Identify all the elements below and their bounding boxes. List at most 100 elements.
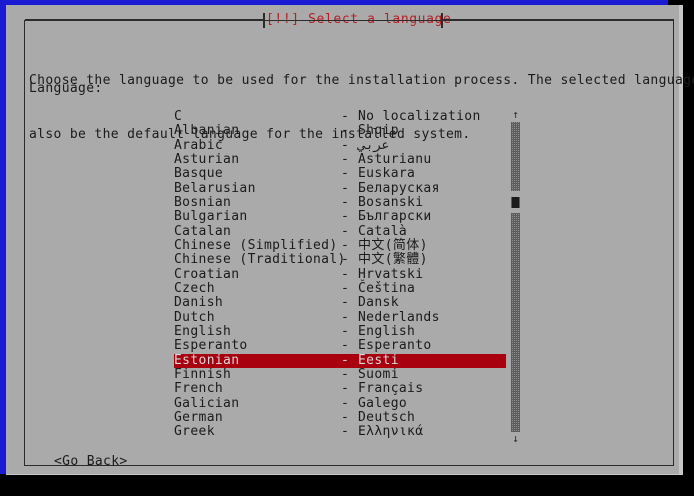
language-name: Chinese (Simplified) <box>174 237 338 253</box>
language-separator: - <box>341 266 350 282</box>
language-list-item[interactable]: Estonian - Eesti <box>174 352 506 368</box>
language-name: Belarusian <box>174 180 256 196</box>
language-name: Dutch <box>174 309 215 325</box>
language-separator: - <box>341 194 350 210</box>
language-list-item[interactable]: Esperanto - Esperanto <box>174 338 506 354</box>
language-list-item[interactable]: Bulgarian - Български <box>174 209 506 225</box>
language-name: Basque <box>174 166 224 182</box>
language-name: German <box>174 409 224 425</box>
language-native-name: عربي <box>358 137 390 153</box>
language-native-name: Shqip <box>358 123 399 139</box>
language-native-name: Eesti <box>358 352 399 368</box>
language-native-name: Suomi <box>358 366 399 382</box>
scroll-down-arrow-icon[interactable]: ↓ <box>512 432 519 445</box>
language-separator: - <box>341 309 350 325</box>
language-separator: - <box>341 409 350 425</box>
language-name: Danish <box>174 295 224 311</box>
language-separator: - <box>341 381 350 397</box>
language-separator: - <box>341 223 350 239</box>
language-list-item[interactable]: Arabic - عربي <box>174 137 506 153</box>
language-native-name: Euskara <box>358 166 416 182</box>
language-separator: - <box>341 323 350 339</box>
language-separator: - <box>341 180 350 196</box>
language-list-item[interactable]: Belarusian - Беларуская <box>174 180 506 196</box>
language-native-name: Français <box>358 381 424 397</box>
scrollbar-thumb[interactable] <box>512 197 519 208</box>
language-separator: - <box>341 123 350 139</box>
language-native-name: Esperanto <box>358 338 432 354</box>
language-name: Asturian <box>174 151 240 167</box>
language-list-item[interactable]: Czech - Čeština <box>174 280 506 296</box>
language-separator: - <box>341 237 350 253</box>
dialog-bevel-right <box>679 5 683 475</box>
language-name: Albanian <box>174 123 240 139</box>
description-line-2: also be the default language for the ins… <box>29 127 471 142</box>
language-list-item[interactable]: C - No localization <box>174 109 506 124</box>
language-separator: - <box>341 366 350 382</box>
language-list-item[interactable]: Greek - Ελληνικά <box>174 424 506 440</box>
language-list-item[interactable]: Galician - Galego <box>174 395 506 411</box>
language-name: Bosnian <box>174 194 232 210</box>
language-native-name: Hrvatski <box>358 266 424 282</box>
language-native-name: 中文(简体) <box>358 237 428 253</box>
language-list-item[interactable]: Chinese (Simplified) - 中文(简体) <box>174 237 506 253</box>
dialog-description: Choose the language to be used for the i… <box>29 36 694 180</box>
go-back-button[interactable]: <Go Back> <box>54 454 128 469</box>
language-separator: - <box>341 151 350 167</box>
language-separator: - <box>341 166 350 182</box>
title-tick-left <box>263 13 265 28</box>
language-name: Chinese (Traditional) <box>174 252 346 268</box>
language-list-item[interactable]: French - Français <box>174 381 506 397</box>
select-language-dialog: [!!] Select a language Choose the langua… <box>6 5 694 474</box>
language-native-name: English <box>358 323 416 339</box>
language-name: Arabic <box>174 137 224 153</box>
language-native-name: Čeština <box>358 280 416 296</box>
language-list-item[interactable]: English - English <box>174 323 506 339</box>
language-native-name: Ελληνικά <box>358 424 424 440</box>
language-list[interactable]: C - No localization Albanian - Shqip Arabic - عر… <box>174 109 506 444</box>
language-list-item[interactable]: Albanian - Shqip <box>174 123 506 139</box>
language-separator: - <box>341 395 350 411</box>
description-line-1: Choose the language to be used for the i… <box>29 73 694 88</box>
language-list-item[interactable]: Asturian - Asturianu <box>174 151 506 167</box>
scrollbar-gap-upper <box>511 191 520 197</box>
language-list-item[interactable]: Catalan - Català <box>174 223 506 239</box>
language-list-item[interactable]: Bosnian - Bosanski <box>174 194 506 210</box>
language-list-item[interactable]: Danish - Dansk <box>174 295 506 311</box>
language-separator: - <box>341 137 350 153</box>
scroll-up-arrow-icon[interactable]: ↑ <box>512 108 519 121</box>
language-native-name: Беларуская <box>358 180 440 196</box>
language-native-name: 中文(繁體) <box>358 252 428 268</box>
language-name: Bulgarian <box>174 209 248 225</box>
language-native-name: Galego <box>358 395 408 411</box>
language-separator: - <box>341 109 350 124</box>
language-separator: - <box>341 352 350 368</box>
language-list-item[interactable]: German - Deutsch <box>174 409 506 425</box>
title-rule-right <box>443 19 674 21</box>
language-list-item[interactable]: Finnish - Suomi <box>174 366 506 382</box>
language-native-name: Asturianu <box>358 151 432 167</box>
language-native-name: Bosanski <box>358 194 424 210</box>
language-name: Finnish <box>174 366 232 382</box>
language-native-name: Català <box>358 223 408 239</box>
language-native-name: No localization <box>358 109 481 124</box>
language-list-item[interactable]: Basque - Euskara <box>174 166 506 182</box>
language-name: Greek <box>174 424 215 440</box>
language-native-name: Dansk <box>358 295 399 311</box>
language-list-scrollbar[interactable]: ↑ ↓ <box>509 109 522 445</box>
language-field-label: Language: <box>29 81 103 96</box>
language-list-item[interactable]: Dutch - Nederlands <box>174 309 506 325</box>
language-separator: - <box>341 295 350 311</box>
language-native-name: Deutsch <box>358 409 416 425</box>
language-name: French <box>174 381 224 397</box>
scrollbar-track[interactable] <box>511 122 520 432</box>
language-separator: - <box>341 252 350 268</box>
title-rule-left <box>25 19 263 21</box>
language-native-name: Nederlands <box>358 309 440 325</box>
language-name: C <box>174 109 183 124</box>
language-name: English <box>174 323 232 339</box>
language-list-item[interactable]: Croatian - Hrvatski <box>174 266 506 282</box>
language-list-item[interactable]: Chinese (Traditional) - 中文(繁體) <box>174 252 506 268</box>
language-separator: - <box>341 424 350 440</box>
